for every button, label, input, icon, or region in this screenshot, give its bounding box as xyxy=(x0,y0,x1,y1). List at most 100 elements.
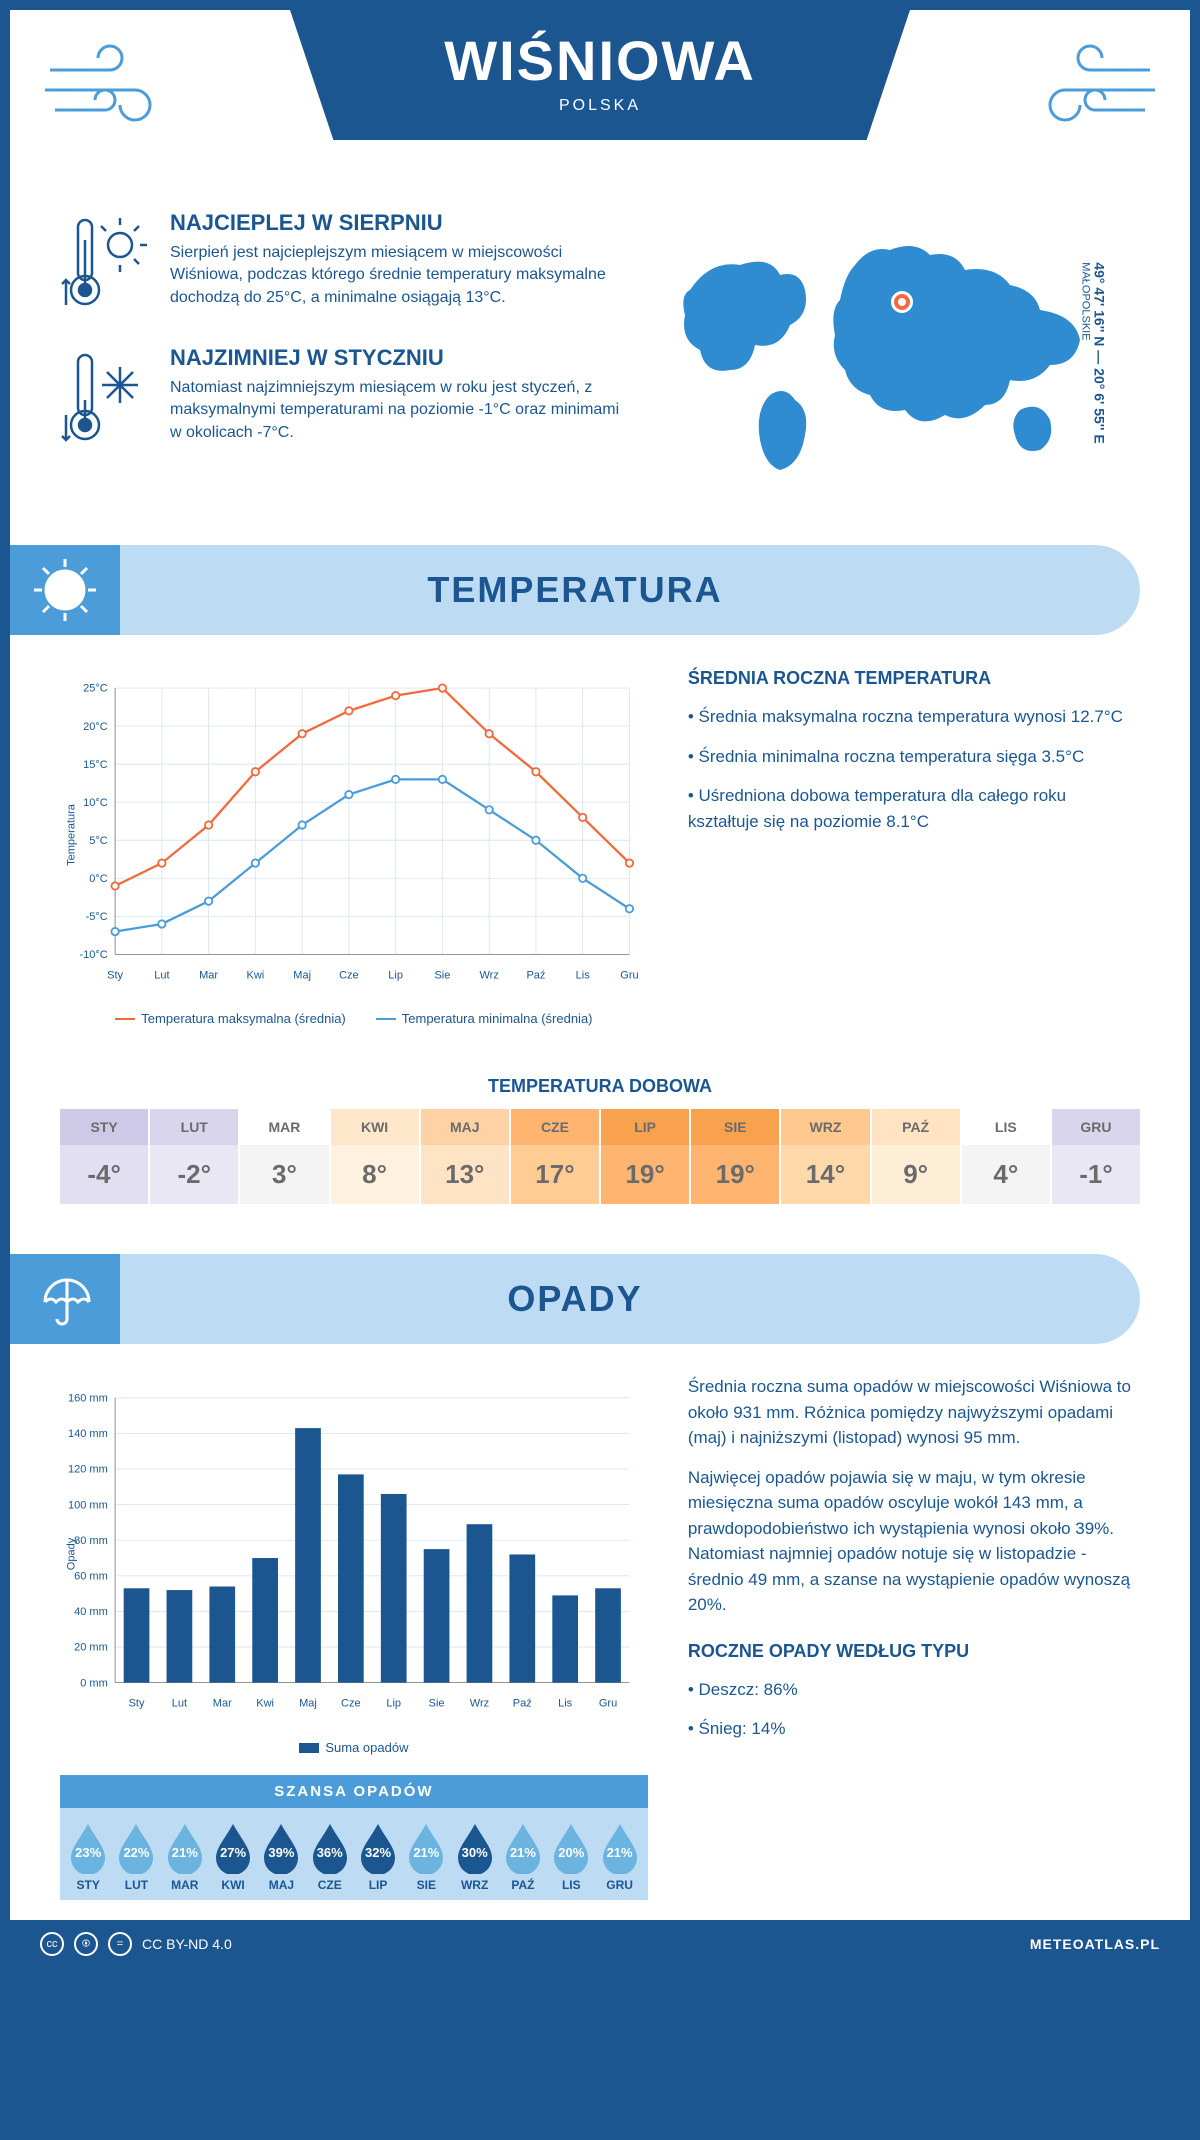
cold-block: NAJZIMNIEJ W STYCZNIU Natomiast najzimni… xyxy=(60,345,630,455)
svg-text:Cze: Cze xyxy=(339,969,359,981)
svg-text:0 mm: 0 mm xyxy=(80,1677,108,1689)
svg-text:20°C: 20°C xyxy=(83,721,108,733)
precip-legend: Suma opadów xyxy=(60,1740,648,1755)
footer: cc 🅯 = CC BY-ND 4.0 METEOATLAS.PL xyxy=(10,1920,1190,1968)
raindrop-icon: 30% xyxy=(454,1822,496,1874)
svg-text:Sie: Sie xyxy=(434,969,450,981)
daily-cell: PAŹ9° xyxy=(872,1109,960,1204)
temperature-title: TEMPERATURA xyxy=(427,569,722,611)
hot-title: NAJCIEPLEJ W SIERPNIU xyxy=(170,210,630,236)
footer-license: cc 🅯 = CC BY-ND 4.0 xyxy=(40,1932,232,1956)
daily-cell: CZE17° xyxy=(511,1109,599,1204)
svg-text:100 mm: 100 mm xyxy=(68,1499,108,1511)
temp-side-point: • Średnia maksymalna roczna temperatura … xyxy=(688,704,1140,730)
temp-side-point: • Średnia minimalna roczna temperatura s… xyxy=(688,744,1140,770)
svg-text:Opady: Opady xyxy=(66,1537,78,1570)
chance-cell: 39% MAJ xyxy=(257,1822,305,1892)
thermometer-snow-icon xyxy=(60,345,150,455)
page-subtitle: POLSKA xyxy=(290,97,910,115)
chance-cell: 23% STY xyxy=(64,1822,112,1892)
cold-text: NAJZIMNIEJ W STYCZNIU Natomiast najzimni… xyxy=(170,345,630,455)
svg-text:Gru: Gru xyxy=(620,969,638,981)
raindrop-icon: 27% xyxy=(212,1822,254,1874)
intro-section: NAJCIEPLEJ W SIERPNIU Sierpień jest najc… xyxy=(10,200,1190,525)
chance-cell: 36% CZE xyxy=(306,1822,354,1892)
thermometer-sun-icon xyxy=(60,210,150,320)
type-line: • Deszcz: 86% xyxy=(688,1677,1140,1703)
raindrop-icon: 21% xyxy=(164,1822,206,1874)
svg-text:Mar: Mar xyxy=(199,969,218,981)
temp-side-title: ŚREDNIA ROCZNA TEMPERATURA xyxy=(688,665,1140,692)
svg-text:Lip: Lip xyxy=(386,1697,401,1709)
svg-text:Cze: Cze xyxy=(341,1697,361,1709)
precip-p1: Średnia roczna suma opadów w miejscowośc… xyxy=(688,1374,1140,1451)
temperature-chart: -10°C-5°C0°C5°C10°C15°C20°C25°CStyLutMar… xyxy=(60,665,648,1026)
title-banner: WIŚNIOWA POLSKA xyxy=(290,10,910,140)
daily-cell: KWI8° xyxy=(331,1109,419,1204)
svg-text:Wrz: Wrz xyxy=(479,969,498,981)
svg-text:Temperatura: Temperatura xyxy=(66,803,78,866)
svg-text:Lis: Lis xyxy=(576,969,591,981)
cold-body: Natomiast najzimniejszym miesiącem w rok… xyxy=(170,377,630,444)
nd-icon: = xyxy=(108,1932,132,1956)
chance-cell: 22% LUT xyxy=(112,1822,160,1892)
footer-site: METEOATLAS.PL xyxy=(1030,1936,1160,1952)
coord-lat: 49° 47' 16'' N xyxy=(1091,262,1107,346)
svg-text:160 mm: 160 mm xyxy=(68,1393,108,1405)
precip-chart-area: 0 mm20 mm40 mm60 mm80 mm100 mm120 mm140 … xyxy=(60,1374,648,1900)
temp-side-point: • Uśredniona dobowa temperatura dla całe… xyxy=(688,783,1140,834)
temp-legend: Temperatura maksymalna (średnia) Tempera… xyxy=(60,1011,648,1026)
svg-text:80 mm: 80 mm xyxy=(74,1535,108,1547)
svg-text:Lip: Lip xyxy=(388,969,403,981)
svg-text:Gru: Gru xyxy=(599,1697,617,1709)
chance-title: SZANSA OPADÓW xyxy=(60,1775,648,1808)
legend-min: Temperatura minimalna (średnia) xyxy=(402,1011,593,1026)
temperature-side: ŚREDNIA ROCZNA TEMPERATURA • Średnia mak… xyxy=(688,665,1140,1026)
svg-text:-5°C: -5°C xyxy=(86,911,108,923)
daily-table: STY-4°LUT-2°MAR3°KWI8°MAJ13°CZE17°LIP19°… xyxy=(10,1109,1190,1234)
svg-text:Mar: Mar xyxy=(213,1697,232,1709)
wind-icon xyxy=(40,40,180,145)
type-line: • Śnieg: 14% xyxy=(688,1716,1140,1742)
daily-cell: SIE19° xyxy=(691,1109,779,1204)
svg-text:140 mm: 140 mm xyxy=(68,1428,108,1440)
svg-text:0°C: 0°C xyxy=(89,873,108,885)
svg-text:Sty: Sty xyxy=(107,969,123,981)
daily-cell: LUT-2° xyxy=(150,1109,238,1204)
svg-text:Paź: Paź xyxy=(526,969,545,981)
daily-title: TEMPERATURA DOBOWA xyxy=(10,1076,1190,1097)
chance-row: 23% STY 22% LUT 21% MAR 27% KWI 39% MAJ … xyxy=(60,1808,648,1900)
license-text: CC BY-ND 4.0 xyxy=(142,1936,232,1952)
page: WIŚNIOWA POLSKA NAJCIEPLEJ W SIERPNIU Si… xyxy=(0,0,1200,1978)
daily-cell: MAJ13° xyxy=(421,1109,509,1204)
raindrop-icon: 23% xyxy=(67,1822,109,1874)
raindrop-icon: 20% xyxy=(550,1822,592,1874)
legend-max: Temperatura maksymalna (średnia) xyxy=(141,1011,345,1026)
chance-cell: 32% LIP xyxy=(354,1822,402,1892)
svg-text:20 mm: 20 mm xyxy=(74,1642,108,1654)
svg-text:10°C: 10°C xyxy=(83,797,108,809)
chance-cell: 30% WRZ xyxy=(451,1822,499,1892)
chance-cell: 21% MAR xyxy=(161,1822,209,1892)
coord-lon: 20° 6' 55'' E xyxy=(1091,368,1107,444)
hot-text: NAJCIEPLEJ W SIERPNIU Sierpień jest najc… xyxy=(170,210,630,320)
svg-text:Kwi: Kwi xyxy=(247,969,265,981)
chance-cell: 21% GRU xyxy=(595,1822,643,1892)
daily-cell: GRU-1° xyxy=(1052,1109,1140,1204)
chance-box: SZANSA OPADÓW 23% STY 22% LUT 21% MAR 27… xyxy=(60,1775,648,1900)
raindrop-icon: 22% xyxy=(115,1822,157,1874)
daily-cell: MAR3° xyxy=(240,1109,328,1204)
precip-side: Średnia roczna suma opadów w miejscowośc… xyxy=(688,1374,1140,1900)
svg-text:Wrz: Wrz xyxy=(470,1697,489,1709)
intro-left: NAJCIEPLEJ W SIERPNIU Sierpień jest najc… xyxy=(60,210,630,495)
svg-text:5°C: 5°C xyxy=(89,835,108,847)
raindrop-icon: 21% xyxy=(405,1822,447,1874)
svg-text:Lut: Lut xyxy=(172,1697,187,1709)
svg-text:40 mm: 40 mm xyxy=(74,1606,108,1618)
raindrop-icon: 21% xyxy=(502,1822,544,1874)
svg-text:-10°C: -10°C xyxy=(79,949,107,961)
svg-text:15°C: 15°C xyxy=(83,759,108,771)
raindrop-icon: 39% xyxy=(260,1822,302,1874)
daily-cell: WRZ14° xyxy=(781,1109,869,1204)
precip-title: OPADY xyxy=(507,1278,642,1320)
